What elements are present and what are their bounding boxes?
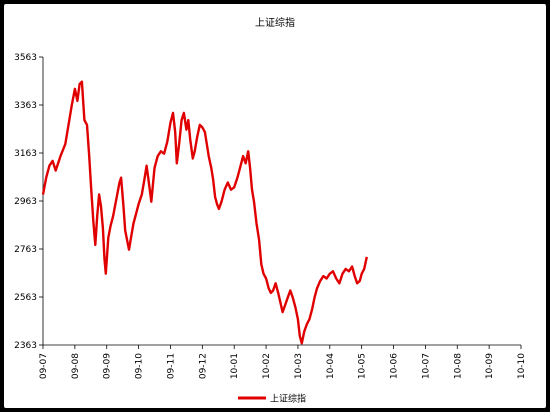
x-tick-label: 10-10 xyxy=(517,353,527,379)
x-axis: 09-07 09-08 09-09 09-10 09-11 09-12 10-01 10-02… xyxy=(39,345,527,379)
x-tick-label: 09-09 xyxy=(103,353,113,379)
y-tick-label: 3363 xyxy=(14,101,37,111)
y-tick-label: 2363 xyxy=(14,341,37,351)
y-tick-label: 3163 xyxy=(14,149,37,159)
x-tick-label: 10-07 xyxy=(421,353,431,379)
y-axis: 2363 2563 2763 2963 3163 3363 3563 xyxy=(14,53,43,351)
x-tick-label: 10-09 xyxy=(485,353,495,379)
y-tick-label: 2963 xyxy=(14,197,37,207)
x-tick-label: 09-12 xyxy=(198,353,208,379)
y-tick-label: 2763 xyxy=(14,245,37,255)
x-tick-label: 10-05 xyxy=(358,353,368,379)
x-tick-label: 10-04 xyxy=(326,353,336,379)
x-tick-label: 10-03 xyxy=(294,353,304,379)
legend: 上证综指 xyxy=(238,393,306,405)
x-tick-label: 09-10 xyxy=(135,353,145,379)
legend-label: 上证综指 xyxy=(270,393,306,405)
x-tick-label: 10-01 xyxy=(230,353,240,379)
y-tick-label: 2563 xyxy=(14,293,37,303)
x-tick-label: 09-07 xyxy=(39,353,49,379)
x-tick-label: 09-08 xyxy=(71,353,81,379)
chart-frame: 上证综指 2363 2563 2763 2963 3163 3363 3563 09-07 0… xyxy=(4,4,546,408)
x-tick-label: 09-11 xyxy=(166,353,176,379)
series-line-shanghai-composite xyxy=(41,80,368,345)
x-tick-label: 10-02 xyxy=(262,353,272,379)
chart-title: 上证综指 xyxy=(255,16,295,29)
y-tick-label: 3563 xyxy=(14,53,37,63)
x-tick-label: 10-06 xyxy=(390,353,400,379)
x-tick-label: 10-08 xyxy=(453,353,463,379)
